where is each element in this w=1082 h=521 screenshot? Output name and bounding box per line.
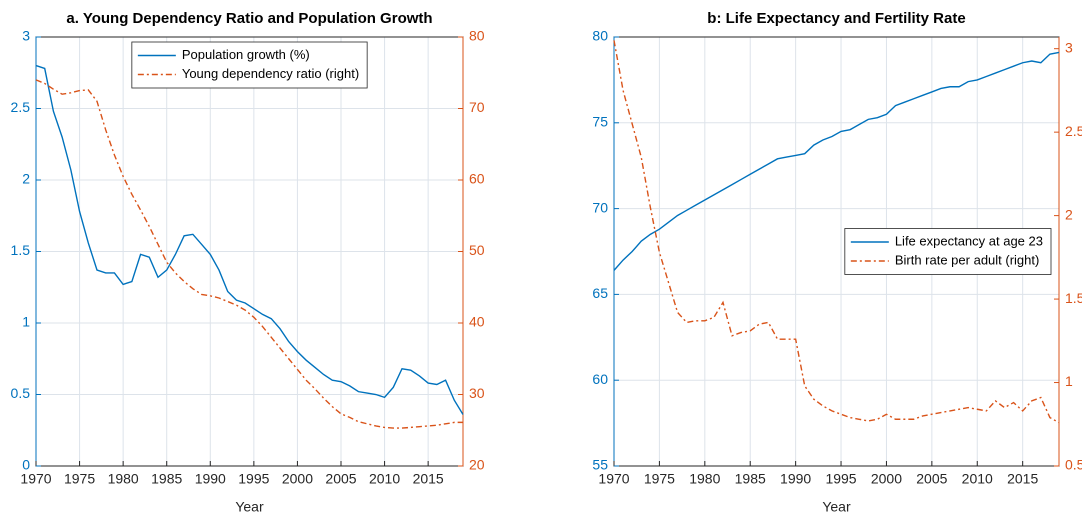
x-tick-label: 2015 xyxy=(413,471,444,487)
x-tick-label: 2000 xyxy=(282,471,313,487)
x-tick-label: 1995 xyxy=(238,471,269,487)
y2-tick-label: 1.5 xyxy=(1065,290,1082,306)
y-tick-label: 80 xyxy=(592,28,608,44)
y2-tick-label: 40 xyxy=(469,314,485,330)
x-tick-label: 1985 xyxy=(151,471,182,487)
x-axis-label: Year xyxy=(235,499,264,515)
x-tick-label: 2005 xyxy=(325,471,356,487)
legend-box xyxy=(131,41,368,89)
y-tick-label: 2.5 xyxy=(11,99,31,115)
chart-title: a. Young Dependency Ratio and Population… xyxy=(66,10,432,27)
y-tick-label: 0 xyxy=(22,457,30,473)
y2-tick-label: 30 xyxy=(469,385,485,401)
y-tick-label: 75 xyxy=(592,114,608,130)
y-tick-label: 0.5 xyxy=(11,385,31,401)
y-tick-label: 1 xyxy=(22,314,30,330)
legend: Life expectancy at age 23 Birth rate per … xyxy=(844,228,1052,275)
legend-label: Life expectancy at age 23 xyxy=(895,233,1043,248)
y2-tick-label: 2.5 xyxy=(1065,123,1082,139)
x-axis-label: Year xyxy=(822,499,851,515)
legend-box xyxy=(844,228,1052,275)
x-tick-label: 1980 xyxy=(689,471,720,487)
y2-tick-label: 50 xyxy=(469,242,485,258)
y2-tick-label: 20 xyxy=(469,457,485,473)
y2-tick-label: 80 xyxy=(469,28,485,44)
y-tick-label: 3 xyxy=(22,28,30,44)
x-tick-label: 2000 xyxy=(871,471,902,487)
y-tick-label: 70 xyxy=(592,199,608,215)
y2-tick-label: 3 xyxy=(1065,39,1073,55)
chart-title: b: Life Expectancy and Fertility Rate xyxy=(707,10,965,27)
legend-label: Population growth (%) xyxy=(182,47,310,62)
y-tick-label: 2 xyxy=(22,171,30,187)
x-tick-label: 1975 xyxy=(644,471,675,487)
x-tick-label: 1990 xyxy=(780,471,811,487)
series-line xyxy=(35,64,464,415)
y2-tick-label: 70 xyxy=(469,99,485,115)
x-tick-label: 2005 xyxy=(916,471,947,487)
series-line xyxy=(613,40,1060,424)
x-tick-label: 1980 xyxy=(108,471,139,487)
x-tick-label: 1975 xyxy=(64,471,95,487)
legend-label: Young dependency ratio (right) xyxy=(182,66,359,81)
y-tick-label: 1.5 xyxy=(11,242,31,258)
x-tick-label: 2010 xyxy=(369,471,400,487)
x-tick-label: 1985 xyxy=(735,471,766,487)
panel: 1970 1975 1980 1985 1990 1995 2000 2005 2010 2015… xyxy=(592,10,1082,515)
y2-tick-label: 2 xyxy=(1065,206,1073,222)
panel: 1970 1975 1980 1985 1990 1995 2000 2005 2010 2015… xyxy=(11,10,485,515)
x-tick-label: 1970 xyxy=(20,471,51,487)
y2-tick-label: 0.5 xyxy=(1065,457,1082,473)
legend-label: Birth rate per adult (right) xyxy=(895,252,1040,267)
y-tick-label: 65 xyxy=(592,285,608,301)
y2-tick-label: 1 xyxy=(1065,373,1073,389)
y2-tick-label: 60 xyxy=(469,171,485,187)
x-tick-label: 2010 xyxy=(962,471,993,487)
y-tick-label: 55 xyxy=(592,457,608,473)
series-line xyxy=(35,79,463,429)
x-tick-label: 1970 xyxy=(598,471,629,487)
legend: Population growth (%) Young dependency ra… xyxy=(131,41,368,89)
x-tick-label: 1995 xyxy=(825,471,856,487)
y-tick-label: 60 xyxy=(592,371,608,387)
x-tick-label: 1990 xyxy=(195,471,226,487)
x-tick-label: 2015 xyxy=(1007,471,1038,487)
series-line xyxy=(613,51,1060,271)
